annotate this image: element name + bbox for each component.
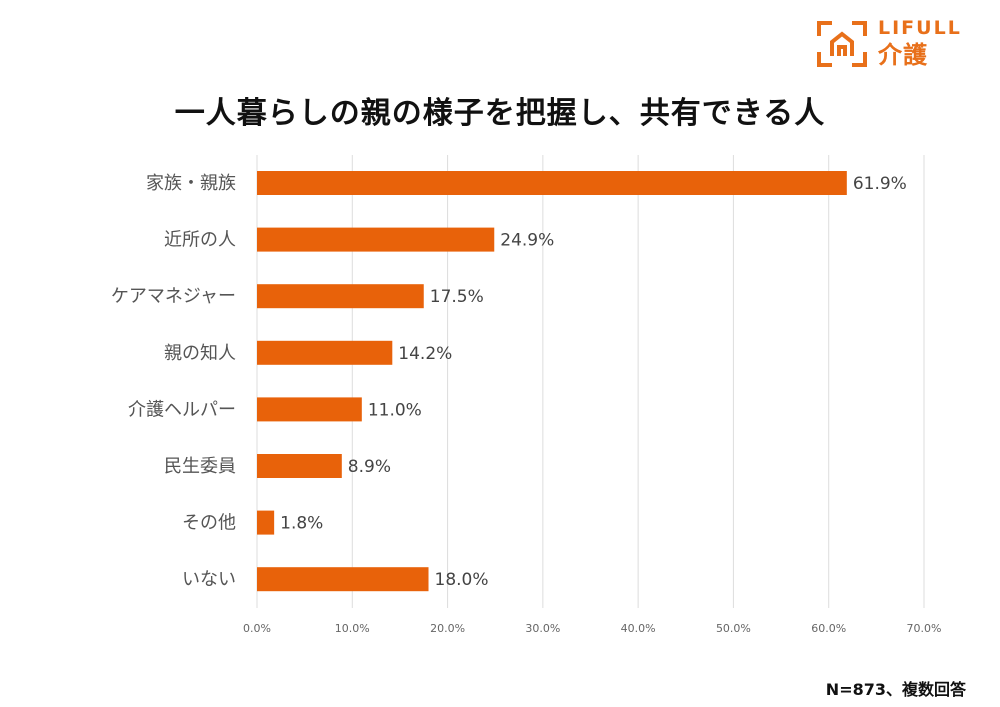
bar: [257, 340, 393, 365]
data-label: 18.0%: [435, 570, 489, 590]
category-label: いない: [182, 569, 236, 590]
logo-subtitle: 介護: [878, 41, 928, 69]
data-label: 1.8%: [280, 514, 323, 534]
category-label: 家族・親族: [146, 173, 236, 194]
data-label: 11.0%: [368, 400, 422, 420]
category-label: ケアマネジャー: [111, 286, 236, 307]
bar: [257, 454, 342, 478]
chart-title: 一人暮らしの親の様子を把握し、共有できる人: [174, 96, 826, 131]
x-tick-label: 40.0%: [621, 622, 656, 635]
x-tick-label: 10.0%: [335, 622, 370, 635]
x-tick-label: 20.0%: [430, 622, 465, 635]
bar: [257, 510, 275, 535]
bar: [257, 171, 847, 195]
house-bracket-icon: [817, 21, 867, 67]
x-tick-label: 60.0%: [811, 622, 846, 635]
data-label: 24.9%: [500, 231, 554, 251]
x-tick-label: 50.0%: [716, 622, 751, 635]
bar: [257, 284, 424, 309]
data-label: 17.5%: [430, 287, 484, 307]
category-label: その他: [182, 513, 236, 534]
x-tick-label: 0.0%: [243, 622, 271, 635]
data-label: 61.9%: [853, 174, 907, 194]
data-label: 8.9%: [348, 457, 391, 477]
brand-logo: LIFULL 介護: [816, 16, 986, 72]
bar: [257, 397, 362, 422]
footnote: N=873、複数回答: [825, 680, 966, 699]
x-tick-label: 70.0%: [907, 622, 942, 635]
category-label: 親の知人: [164, 343, 236, 364]
category-label: 近所の人: [164, 230, 236, 251]
category-label: 民生委員: [164, 456, 236, 477]
data-label: 14.2%: [398, 344, 452, 364]
category-label: 介護ヘルパー: [128, 399, 236, 420]
bar: [257, 567, 429, 592]
logo-brand: LIFULL: [878, 17, 962, 39]
logo-text: LIFULL 介護: [878, 16, 962, 70]
x-tick-label: 30.0%: [525, 622, 560, 635]
bar: [257, 227, 495, 252]
